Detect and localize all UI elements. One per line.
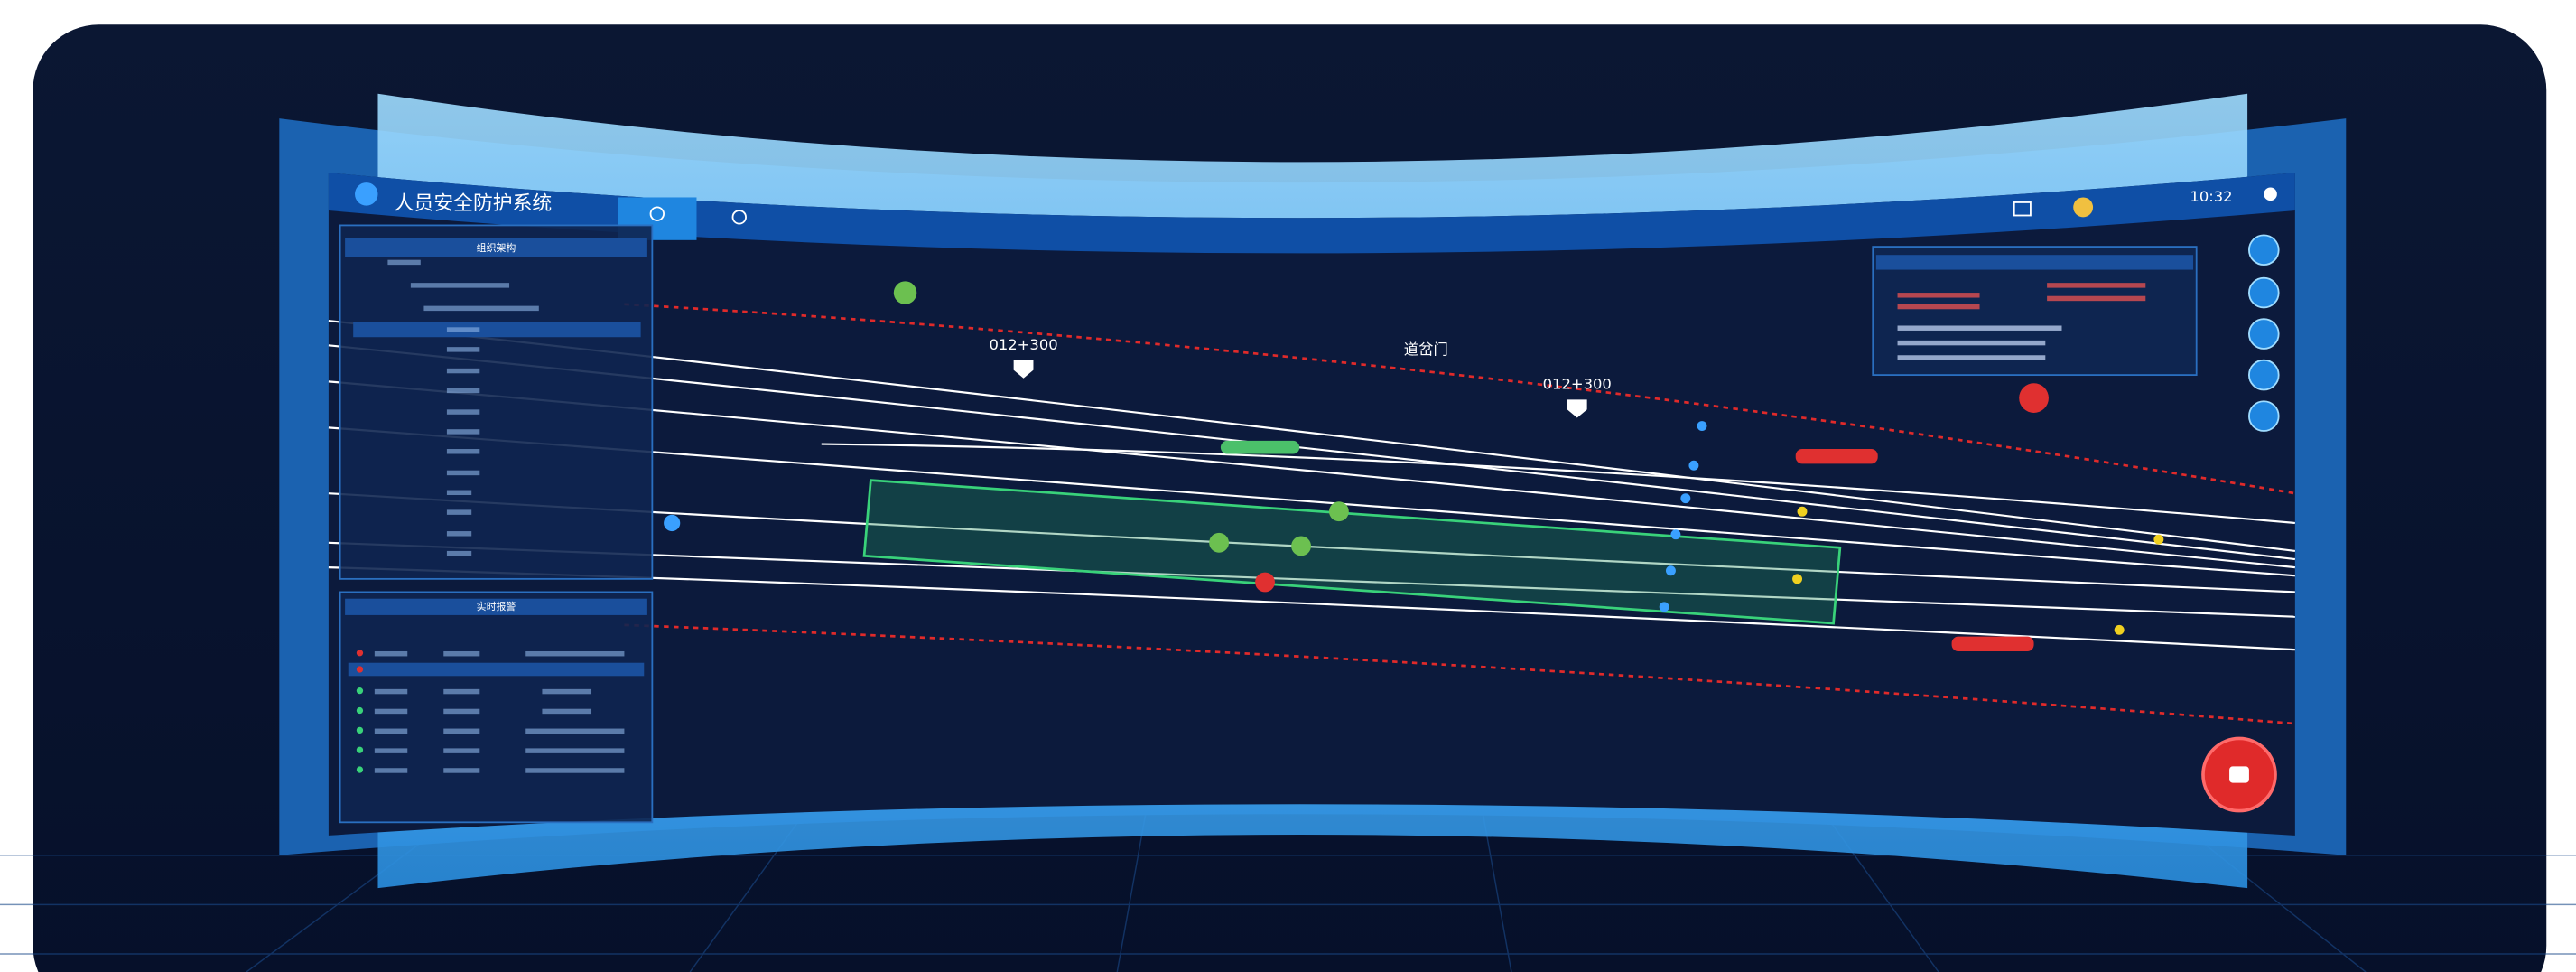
- screen: [328, 173, 2295, 836]
- beacons: [1792, 506, 2164, 635]
- toolbar[interactable]: [2248, 234, 2280, 432]
- tree-rows: [353, 259, 641, 556]
- logo: [355, 182, 378, 206]
- alarm-rows: [348, 650, 645, 773]
- mileage-marker: 012+300: [1543, 376, 1612, 393]
- device[interactable]: [893, 281, 917, 304]
- panel-header: [345, 238, 647, 257]
- monitor-icon[interactable]: [2013, 201, 2032, 217]
- alarm-panel: [339, 591, 654, 824]
- gate-label: 道岔门: [1404, 341, 1448, 358]
- sos-icon[interactable]: [2229, 766, 2249, 783]
- info-rows: [1897, 283, 2146, 310]
- panel-title: 实时报警: [477, 600, 516, 612]
- station[interactable]: [2019, 383, 2049, 413]
- marker-pin: [1013, 360, 1034, 379]
- tree-panel: [339, 224, 654, 580]
- boundary-lines: [624, 303, 2296, 725]
- header-bar: [328, 173, 2295, 254]
- alarm-tag: [1795, 449, 1878, 464]
- app-title: 人员安全防护系统: [395, 192, 553, 215]
- panel-title: 组织架构: [477, 241, 516, 254]
- clock: 10:32: [2190, 188, 2232, 205]
- person[interactable]: [1328, 501, 1349, 522]
- alarm-tag: [1951, 636, 2034, 651]
- marker-pin: [1567, 399, 1587, 418]
- info-rows: [1897, 325, 2062, 360]
- work-zone: [862, 479, 1842, 625]
- tab-icon[interactable]: [731, 210, 747, 225]
- weather-icon: [2073, 197, 2094, 218]
- person-alarm[interactable]: [1255, 572, 1275, 593]
- tab-icon[interactable]: [649, 206, 665, 221]
- user-icon[interactable]: [2264, 187, 2277, 201]
- panel-header: [1875, 255, 2194, 270]
- mileage-marker: 012+300: [989, 336, 1057, 353]
- person[interactable]: [1209, 532, 1229, 553]
- sensors: [664, 421, 1707, 612]
- panel-header: [345, 598, 647, 615]
- person[interactable]: [1291, 536, 1311, 556]
- speed-tag: [1220, 440, 1300, 454]
